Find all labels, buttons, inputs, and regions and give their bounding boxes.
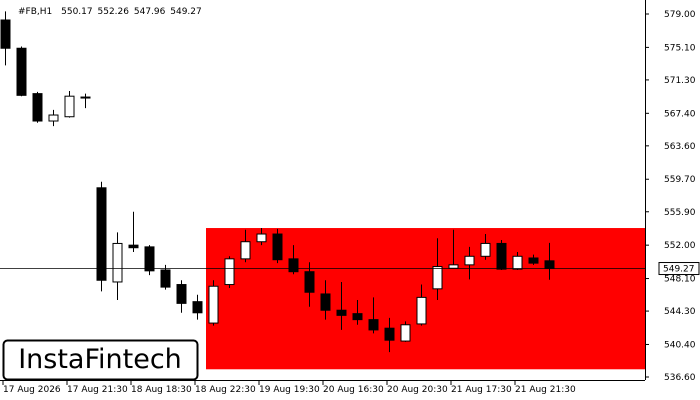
header: #FB,H1 550.17 552.26 547.96 549.27 <box>18 7 202 17</box>
candle-body <box>0 19 11 49</box>
candle-body <box>512 255 523 270</box>
candle-body <box>192 301 203 314</box>
y-tick-label: 559.70 <box>664 175 696 185</box>
candle-body <box>128 244 139 249</box>
candle-body <box>480 242 491 257</box>
y-tick-label: 536.60 <box>664 373 696 383</box>
x-tick-label: 18 Aug 18:30 <box>131 385 192 395</box>
candle-body <box>448 264 459 269</box>
price-label: 549.27 <box>663 265 695 275</box>
candle-body <box>16 47 27 96</box>
logo-box <box>2 339 199 381</box>
x-tick-label: 21 Aug 17:30 <box>451 385 512 395</box>
x-tick-label: 17 Aug 2026 <box>3 385 61 395</box>
y-tick-label: 575.10 <box>664 43 696 53</box>
plot-area <box>0 11 645 370</box>
candle-body <box>272 233 283 261</box>
candle-body <box>464 255 475 266</box>
candle-body <box>304 271 315 293</box>
y-tick-label: 571.30 <box>664 76 696 86</box>
open-value: 550.17 <box>61 7 93 17</box>
candle-body <box>224 258 235 286</box>
candle-body <box>160 269 171 288</box>
x-tick-label: 19 Aug 19:30 <box>259 385 320 395</box>
candle-body <box>256 233 267 243</box>
symbol: #FB,H1 <box>18 7 52 17</box>
candle-body <box>80 96 91 99</box>
y-tick-label: 555.90 <box>664 208 696 218</box>
low-value: 547.96 <box>134 7 166 17</box>
x-tick-label: 21 Aug 21:30 <box>515 385 576 395</box>
logo: InstaFintech <box>18 344 182 375</box>
candle-body <box>176 284 187 304</box>
candle-body <box>320 293 331 311</box>
candle-body <box>48 114 59 122</box>
candle-body <box>96 187 107 281</box>
close-value: 549.27 <box>170 7 202 17</box>
candle-body <box>240 241 251 260</box>
candle-body <box>368 319 379 331</box>
candle-body <box>144 246 155 272</box>
candle-body <box>336 309 347 316</box>
candle-body <box>528 257 539 264</box>
candle-body <box>288 258 299 273</box>
x-tick-label: 17 Aug 21:30 <box>67 385 128 395</box>
candle-body <box>496 242 507 270</box>
candle-body <box>544 260 555 270</box>
candle-body <box>208 285 219 324</box>
y-tick-label: 544.30 <box>664 307 696 317</box>
y-tick-label: 540.40 <box>664 340 696 350</box>
candle-body <box>352 313 363 321</box>
x-tick-label: 20 Aug 16:30 <box>323 385 384 395</box>
candle-body <box>416 296 427 325</box>
candle-body <box>112 242 123 283</box>
y-tick-label: 563.60 <box>664 142 696 152</box>
high-value: 552.26 <box>98 7 130 17</box>
x-tick-label: 18 Aug 22:30 <box>195 385 256 395</box>
candle-body <box>432 266 443 290</box>
y-tick-label: 552.00 <box>664 241 696 251</box>
y-tick-label: 548.10 <box>664 275 696 285</box>
candle-body <box>384 327 395 341</box>
x-tick-label: 20 Aug 20:30 <box>387 385 448 395</box>
price-label-box <box>658 262 700 276</box>
candle-body <box>32 93 43 122</box>
y-tick-label: 567.40 <box>664 109 696 119</box>
candle-body <box>400 324 411 342</box>
candle-body <box>64 95 75 118</box>
y-tick-label: 579.00 <box>664 10 696 20</box>
